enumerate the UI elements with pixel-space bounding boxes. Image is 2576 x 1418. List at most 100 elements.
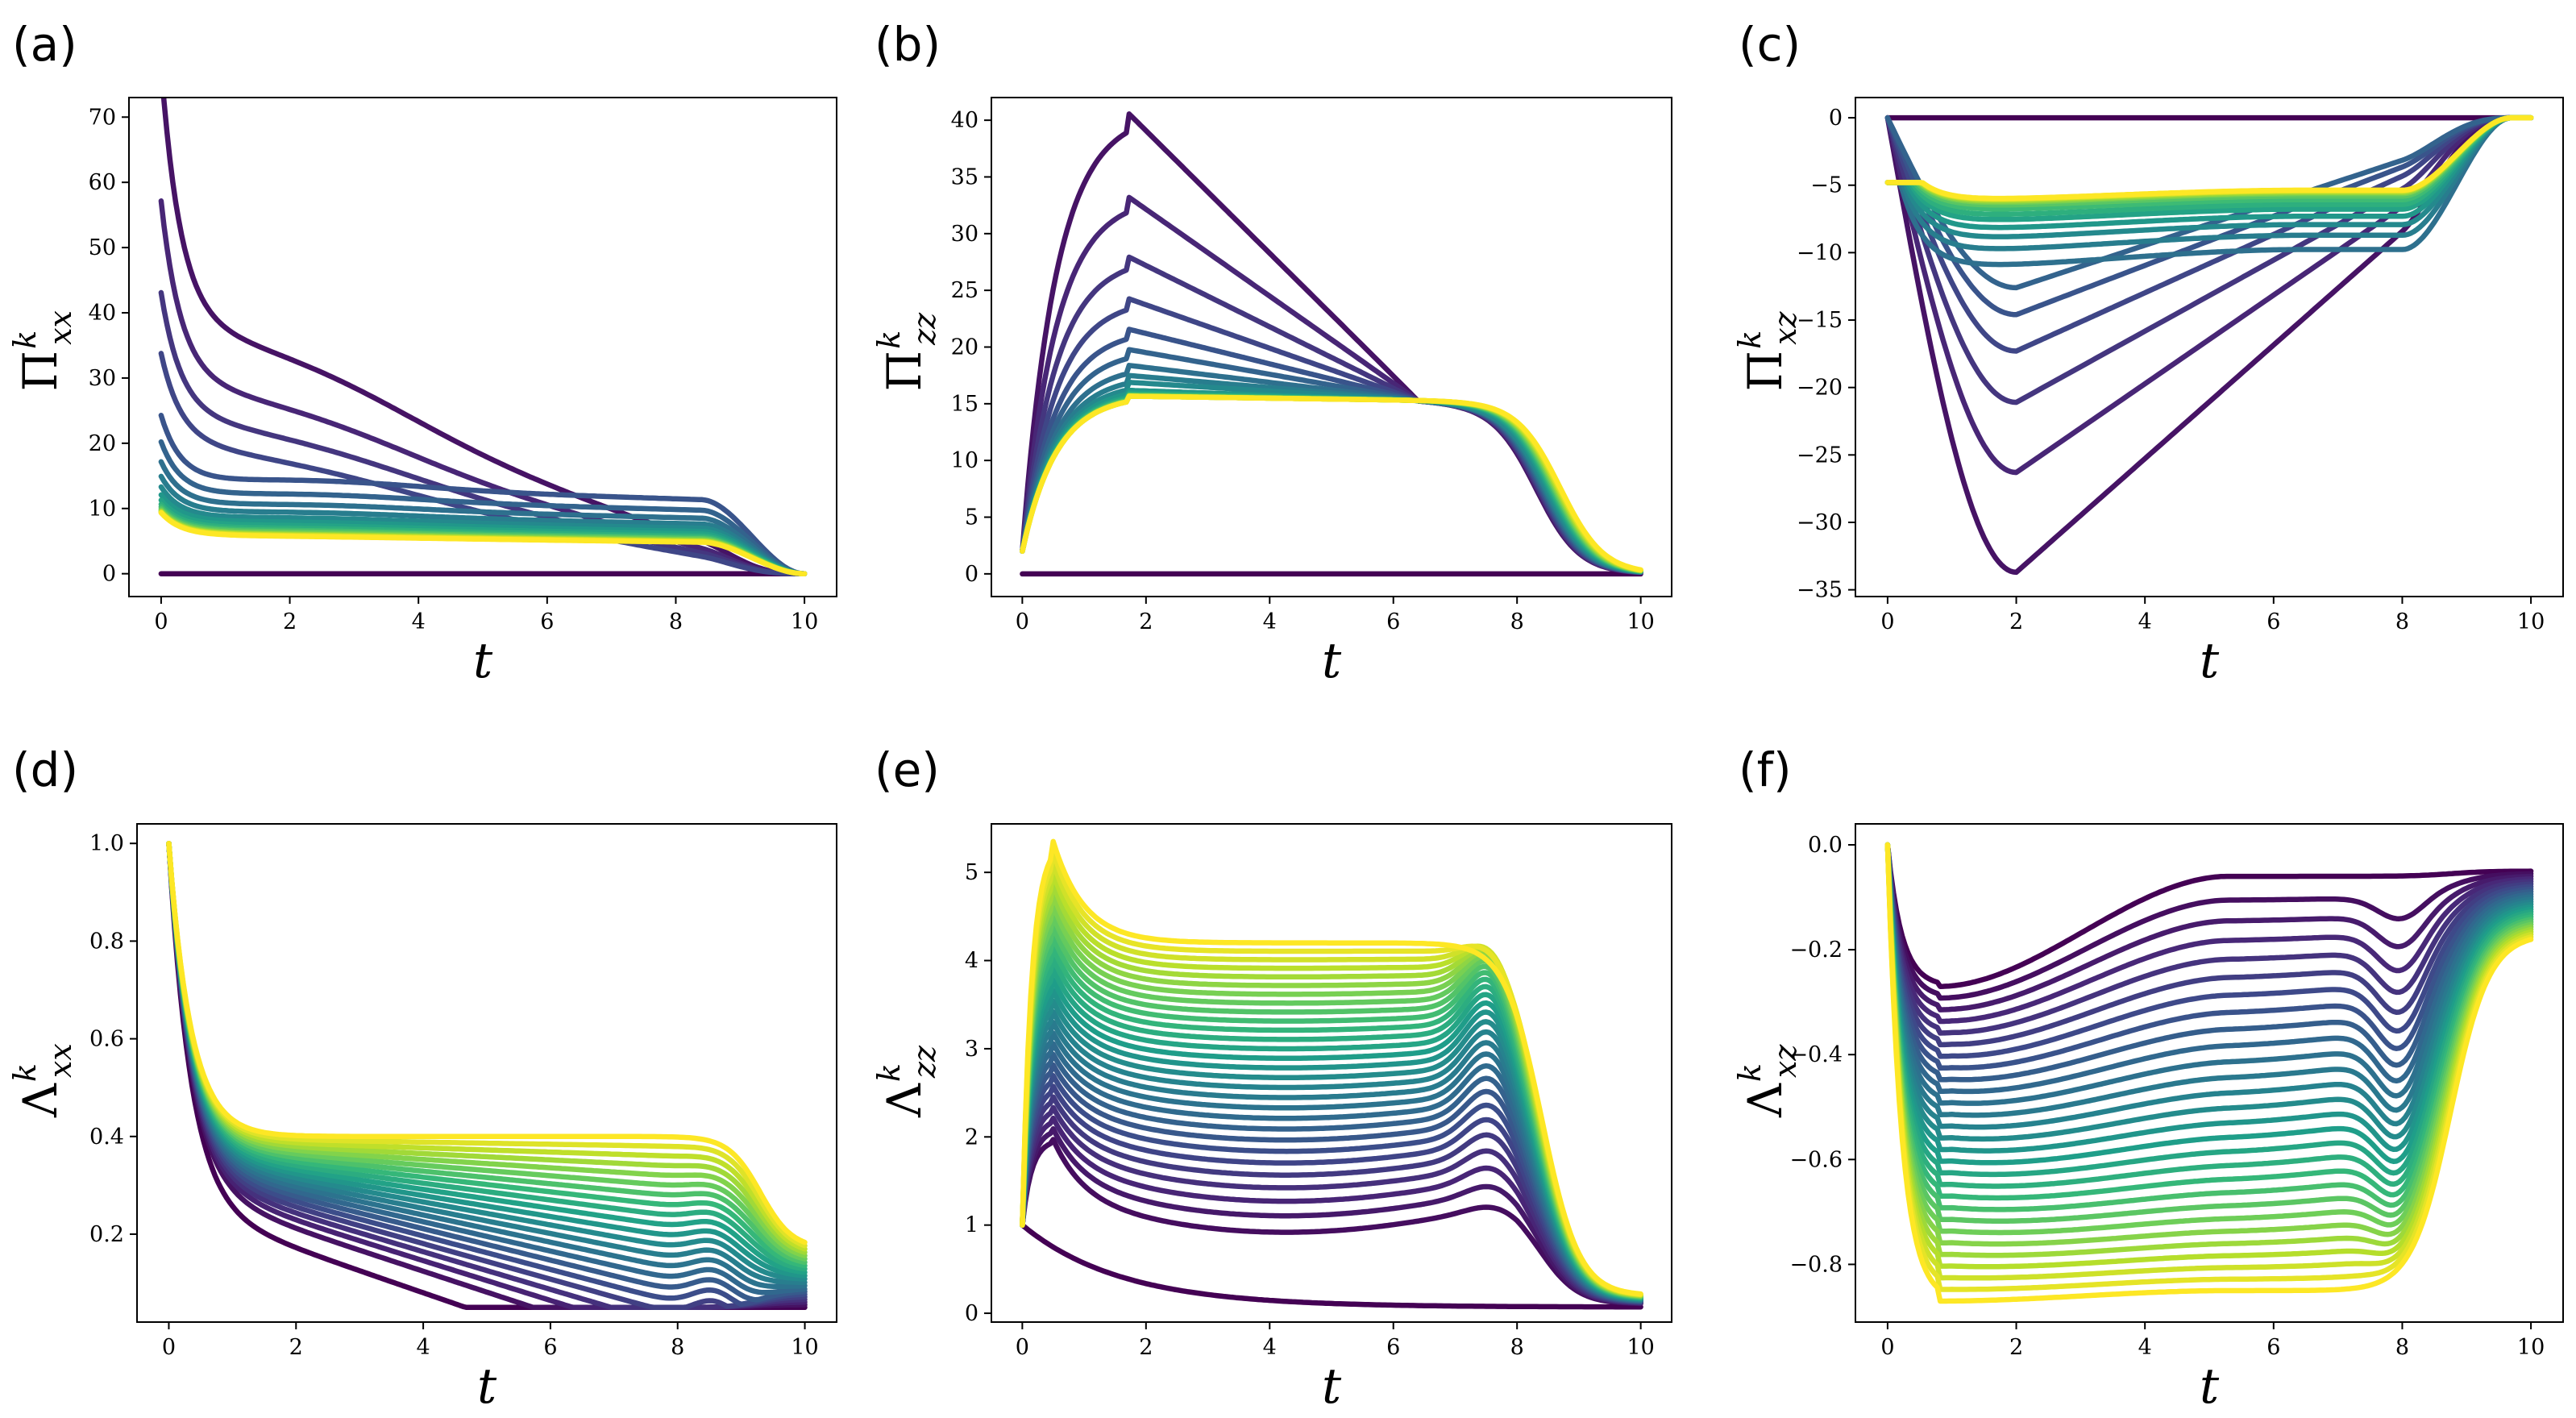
axes-frame [1855,97,2564,597]
series-line-3 [1884,842,2534,1013]
y-tick-label: −20 [1797,376,1843,401]
x-tick-label: 8 [671,1335,684,1360]
series-line-15 [1884,842,2534,1154]
x-tick-label: 0 [1880,1335,1894,1360]
y-tick-label: −0.6 [1789,1147,1843,1172]
series-line-21 [166,840,808,1249]
series-line-19 [166,840,808,1255]
y-tick-label: 20 [89,431,116,456]
series-line-7 [1884,114,2534,291]
y-tick-label: 0 [965,1301,978,1326]
series-line-17 [166,840,808,1262]
series-line-17 [1884,842,2534,1178]
panel-letter: (f) [1739,742,1792,797]
series-line-20 [158,509,808,576]
series-line-10 [1884,114,2534,239]
y-tick-label: 10 [951,448,978,473]
y-tick-label: −0.8 [1789,1252,1843,1277]
x-axis-label: t [473,633,493,689]
series-line-2 [1884,842,2534,1001]
x-tick-label: 10 [2517,609,2545,634]
series-line-2 [1020,1137,1643,1307]
y-tick-label: 1.0 [89,831,124,856]
x-tick-label: 2 [1139,1335,1153,1360]
y-tick-label: 4 [965,949,978,974]
series-group [1020,111,1643,577]
series-line-6 [1884,842,2534,1048]
series-line-7 [166,840,808,1303]
panel-d: (d) 0 2 4 6 8 10 0.2 0.4 0.6 0.8 1.0 t Λkxx [7,742,837,1415]
series-line-22 [166,840,808,1245]
series-line-20 [1020,393,1643,573]
x-tick-label: 4 [412,609,426,634]
series-line-28 [1884,842,2534,1304]
series-line-1 [1020,1222,1643,1310]
series-line-8 [158,459,808,576]
x-axis-label: t [2200,633,2220,689]
y-tick-label: 5 [965,860,978,885]
series-line-14 [1884,114,2534,212]
y-tick-label: 0 [965,562,978,587]
series-line-4 [1020,254,1643,576]
x-tick-label: 4 [2138,1335,2152,1360]
x-tick-label: 0 [1880,609,1894,634]
series-line-8 [166,840,808,1295]
panel-c: (c) 0 2 4 6 8 10 0 −5 −10 −15 −20 −25 −30 −35 t Πkxz [1732,17,2564,689]
panel-e: (e) 0 2 4 6 8 10 0 1 2 3 4 5 t Λkzz [871,742,1672,1415]
series-line-5 [1020,1104,1643,1306]
series-line-5 [166,840,808,1311]
series-line-12 [1884,114,2534,222]
series-line-11 [166,840,808,1282]
series-line-8 [1884,842,2534,1071]
y-tick-label: 2 [965,1125,978,1150]
x-tick-label: 0 [1016,1335,1029,1360]
series-line-9 [1884,842,2534,1083]
x-tick-label: 6 [1386,1335,1400,1360]
series-line-6 [1020,326,1643,576]
x-tick-label: 4 [416,1335,430,1360]
x-tick-label: 8 [2395,1335,2409,1360]
series-line-14 [1020,392,1643,574]
panel-letter: (e) [875,742,940,797]
series-line-7 [1884,842,2534,1059]
panel-a: (a) 0 2 4 6 8 10 0 10 20 30 40 50 60 70 t Πkxx [7,17,837,689]
x-tick-label: 2 [2009,609,2023,634]
series-group [1020,838,1643,1310]
x-tick-label: 8 [1510,609,1524,634]
y-axis-label: Πkzz [871,312,942,392]
y-tick-label: 20 [951,335,978,360]
axes-frame [1855,823,2564,1323]
y-axis-label: Λkzz [871,1045,942,1118]
series-line-18 [1884,842,2534,1189]
series-line-10 [1884,842,2534,1095]
series-line-13 [1884,842,2534,1130]
series-line-16 [166,840,808,1266]
axes-frame [991,823,1672,1323]
series-line-13 [1884,114,2534,218]
series-line-4 [158,289,808,576]
y-tick-label: 0.2 [89,1222,124,1247]
y-tick-label: 0.0 [1808,833,1843,858]
series-line-18 [166,840,808,1258]
series-line-5 [1884,842,2534,1036]
panel-b: (b) 0 2 4 6 8 10 0 5 10 15 20 25 30 35 40 t Πkzz [871,17,1672,689]
x-tick-label: 2 [2009,1335,2023,1360]
series-line-14 [1884,842,2534,1142]
x-tick-label: 6 [540,609,554,634]
series-group [158,98,808,576]
x-tick-label: 6 [543,1335,557,1360]
series-line-20 [166,840,808,1252]
x-tick-label: 2 [283,609,297,634]
series-line-3 [1020,1126,1643,1306]
y-tick-label: 0.4 [89,1125,124,1150]
series-line-9 [158,473,808,576]
y-axis-label: Πkxz [1732,310,1803,391]
y-tick-label: 70 [89,105,116,130]
series-line-12 [166,840,808,1279]
series-line-21 [1884,842,2534,1224]
panel-letter: (b) [875,17,941,72]
y-tick-label: 3 [965,1037,978,1062]
series-line-4 [1020,1115,1643,1306]
series-line-15 [166,840,808,1269]
